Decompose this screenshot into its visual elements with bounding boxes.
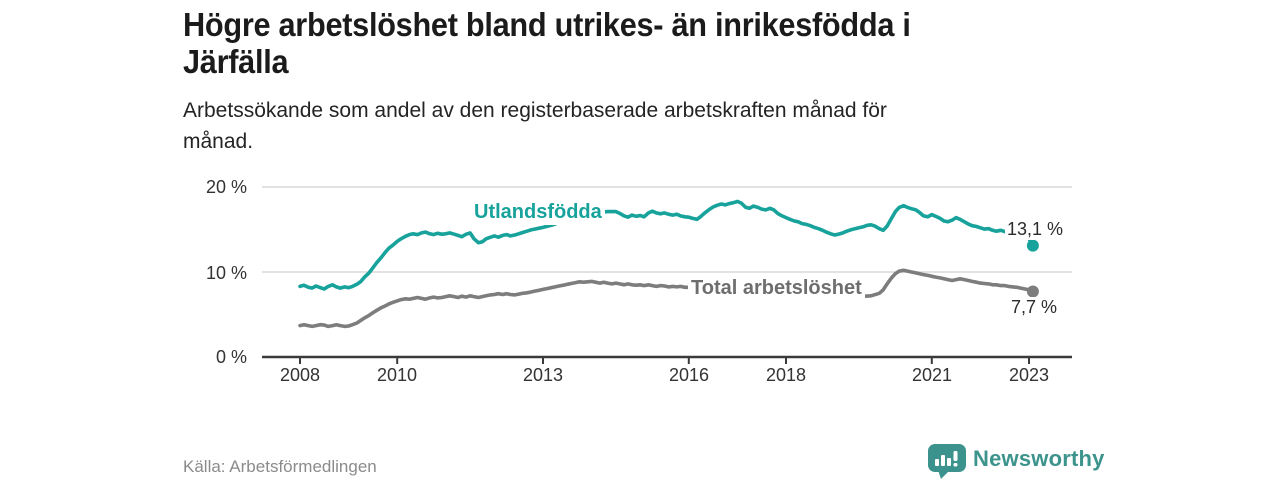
x-axis-label-2023: 2023 bbox=[1008, 365, 1050, 385]
x-axis-label-2013: 2013 bbox=[522, 365, 564, 385]
x-axis-label-2008: 2008 bbox=[279, 365, 321, 385]
series-line-1 bbox=[298, 268, 1035, 329]
x-axis-label-2018: 2018 bbox=[765, 365, 807, 385]
chart-title-line-1: Högre arbetslöshet bland utrikes- än inr… bbox=[183, 6, 911, 43]
y-axis-label-20: 20 % bbox=[205, 177, 247, 197]
chart-subtitle-line-2: månad. bbox=[183, 130, 254, 153]
series-line-0 bbox=[298, 199, 1035, 291]
chart-subtitle-line-1: Arbetssökande som andel av den registerb… bbox=[183, 99, 887, 122]
end-value-label-utlandsfodda: 13,1 % bbox=[1005, 219, 1066, 240]
chart-title-line-2: Järfälla bbox=[183, 43, 289, 80]
series-end-dot-1 bbox=[1026, 285, 1039, 298]
series-label-total-arbetsloshet: Total arbetslöshet bbox=[688, 276, 865, 301]
newsworthy-speech-bubble-barchart-icon bbox=[928, 444, 966, 479]
y-axis-label-10: 10 % bbox=[205, 263, 247, 283]
brand-name: Newsworthy bbox=[973, 446, 1105, 471]
source-note: Källa: Arbetsförmedlingen bbox=[183, 457, 377, 476]
chart-title: Högre arbetslöshet bland utrikes- än inr… bbox=[183, 6, 911, 80]
series-end-dot-0 bbox=[1026, 239, 1039, 252]
x-axis-label-2016: 2016 bbox=[668, 365, 710, 385]
y-axis-label-0: 0 % bbox=[215, 347, 247, 367]
chart-subtitle: Arbetssökande som andel av den registerb… bbox=[183, 95, 887, 157]
x-axis-label-2010: 2010 bbox=[376, 365, 418, 385]
x-axis-label-2021: 2021 bbox=[911, 365, 953, 385]
end-value-label-total: 7,7 % bbox=[1009, 297, 1060, 318]
series-label-utlandsfodda: Utlandsfödda bbox=[471, 200, 605, 225]
brand-logo: Newsworthy bbox=[928, 444, 1104, 480]
